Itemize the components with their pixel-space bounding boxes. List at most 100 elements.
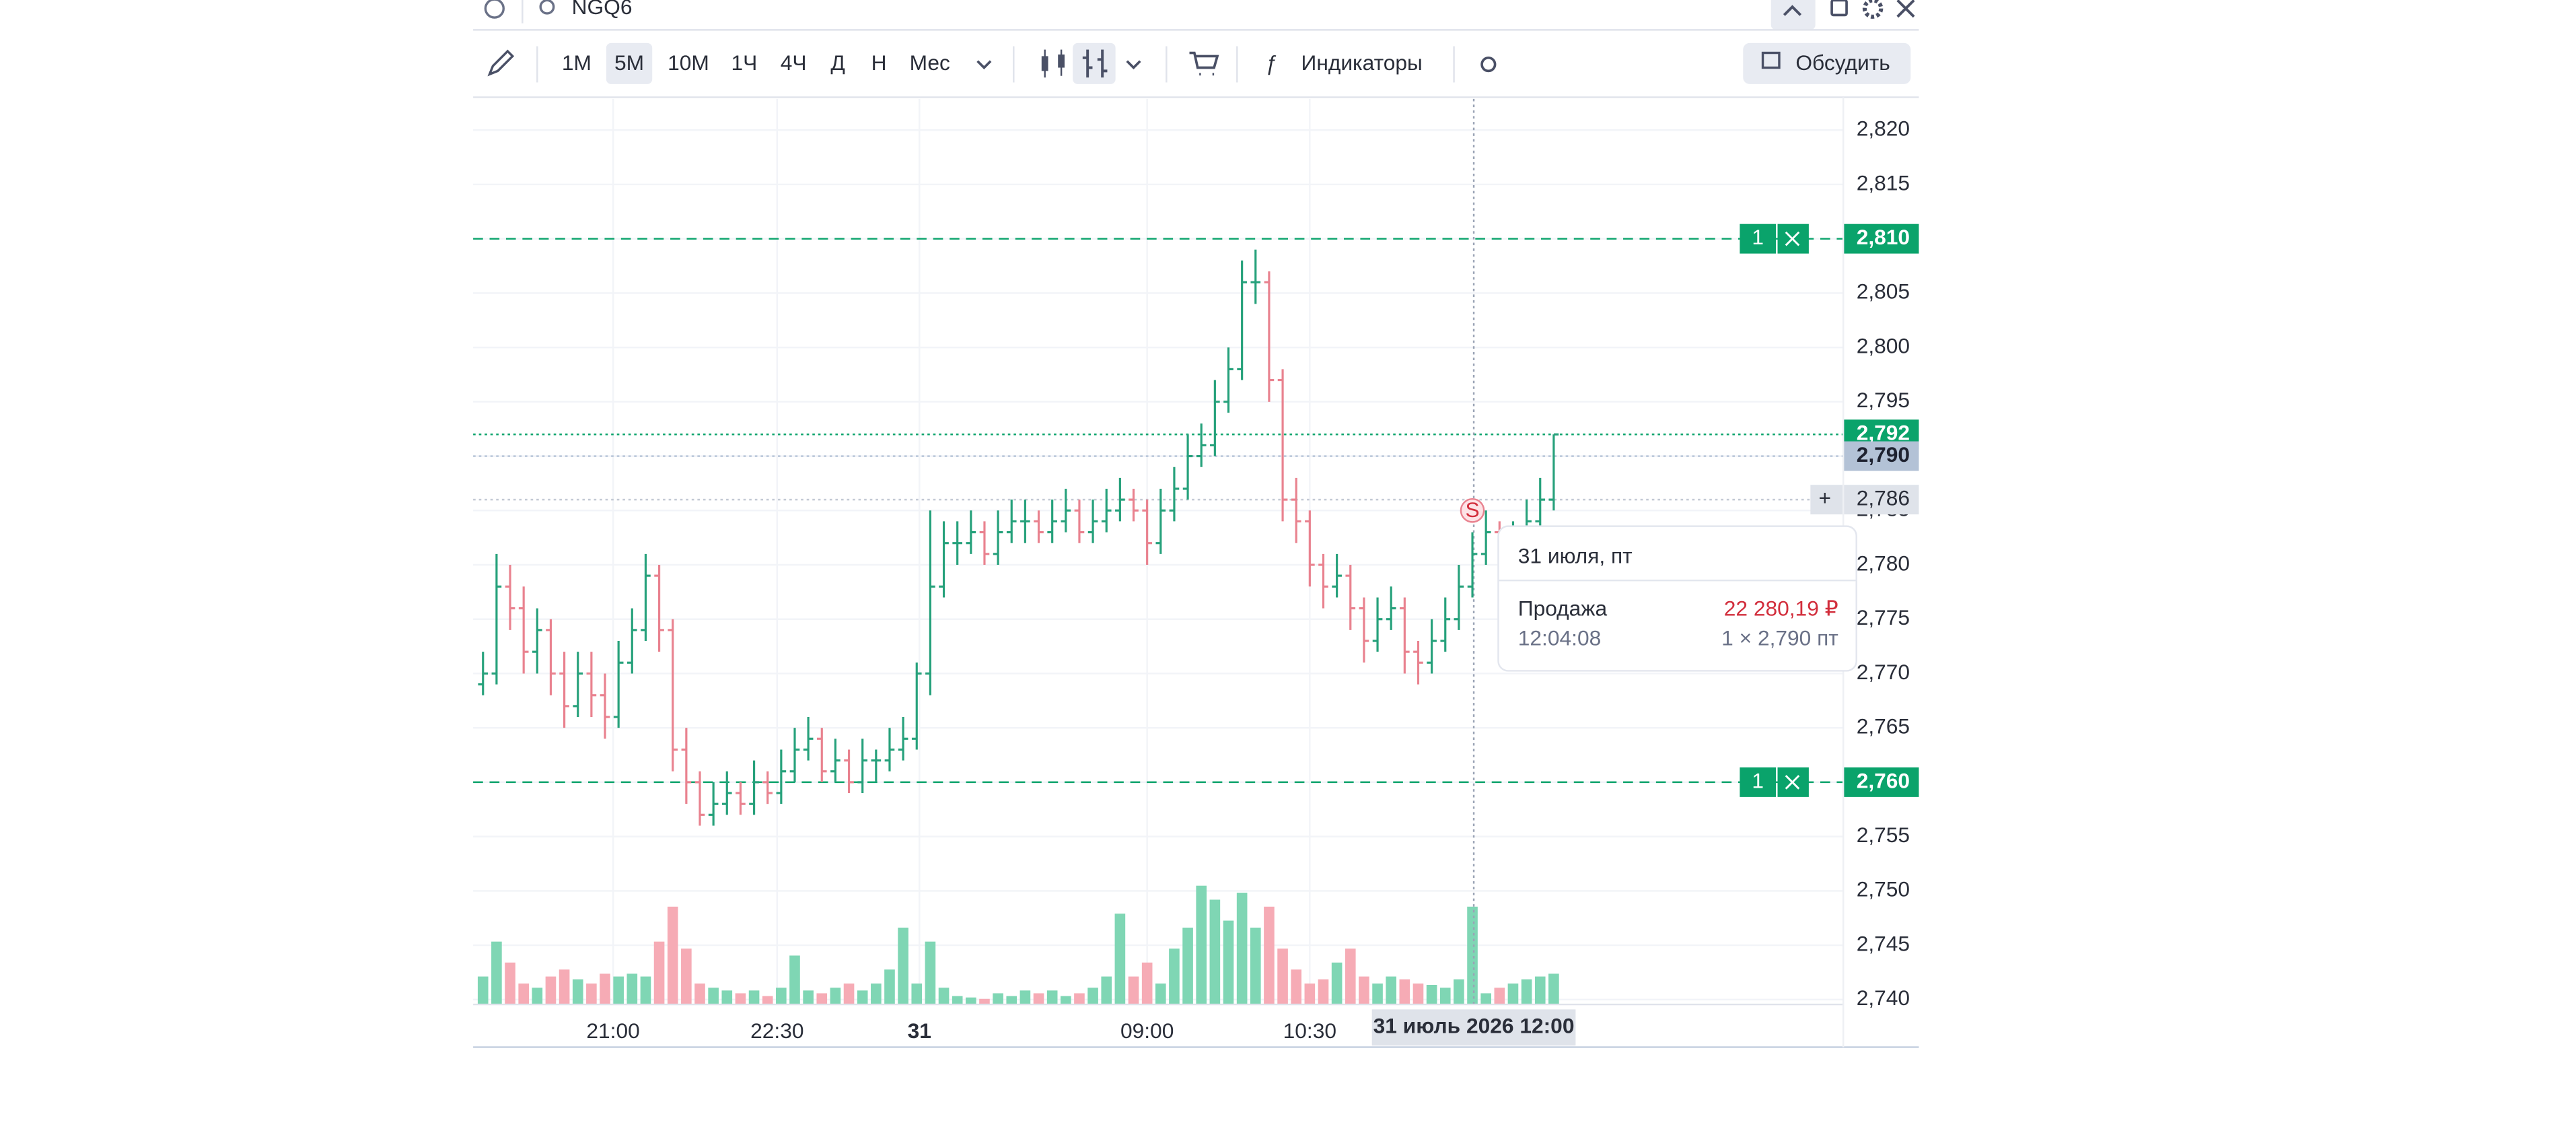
timeframe[interactable]: 1М: [562, 50, 592, 75]
volume-bar: [1412, 983, 1424, 1005]
volume-bar: [748, 990, 760, 1005]
volume-bar: [803, 990, 814, 1005]
volume-bar: [1386, 976, 1397, 1005]
volume-bar: [952, 996, 963, 1005]
replay-icon[interactable]: [1480, 57, 1497, 73]
x-tick-label: 21:00: [586, 1019, 639, 1043]
tooltip: 31 июля, пт Продажа 22 280,19 ₽ 12:04:08…: [1497, 525, 1857, 672]
settings-icon[interactable]: [1862, 0, 1884, 19]
y-tick-label: 2,780: [1857, 551, 1910, 575]
candle-icon[interactable]: [1041, 49, 1065, 78]
volume-bar: [1155, 983, 1166, 1005]
window-icon[interactable]: [1830, 0, 1848, 17]
tooltip-time: 12:04:08: [1518, 625, 1601, 650]
cart-icon[interactable]: [1189, 51, 1219, 76]
volume-bar: [1291, 969, 1302, 1005]
volume-bar: [681, 949, 692, 1005]
timeframe[interactable]: Мес: [910, 50, 950, 75]
y-tick-label: 2,745: [1857, 931, 1910, 955]
volume-bar: [1182, 927, 1193, 1005]
close-icon[interactable]: [1896, 0, 1915, 18]
volume-bar: [1439, 988, 1451, 1005]
chat-icon: [1761, 51, 1781, 69]
volume-bar: [1304, 983, 1316, 1005]
volume-bar: [925, 941, 936, 1005]
price-level-label: 2,790: [1857, 442, 1910, 467]
discuss-button[interactable]: [1743, 42, 1911, 84]
order-qty: 1: [1752, 768, 1764, 792]
collapse-button[interactable]: [1770, 0, 1816, 30]
timeframe-selected: [606, 42, 653, 84]
y-tick-label: 2,775: [1857, 605, 1910, 629]
volume-bar: [911, 983, 923, 1005]
timeframe[interactable]: 4Ч: [781, 50, 807, 75]
volume-bar: [884, 969, 895, 1005]
volume-bar: [1318, 979, 1329, 1005]
volume-bar: [627, 973, 638, 1005]
add-icon[interactable]: [484, 0, 505, 19]
volume-bar: [1277, 949, 1288, 1005]
volume-bar: [871, 983, 882, 1005]
volume-bar: [1521, 979, 1532, 1005]
volume-bar: [1236, 893, 1248, 1005]
order-qty-box: [1740, 224, 1777, 254]
volume-bar: [667, 906, 678, 1005]
fx-icon[interactable]: ƒ: [1265, 50, 1277, 75]
timeframes: 1М 5М 10М 1Ч 4Ч Д Н Мес: [562, 42, 950, 84]
timeframe[interactable]: 5М: [614, 50, 644, 75]
volume-bar: [979, 998, 990, 1005]
timeframe[interactable]: Д: [830, 50, 845, 75]
y-tick-label: 2,800: [1857, 333, 1910, 357]
order-qty: 1: [1752, 225, 1764, 249]
discuss-label: Обсудить: [1795, 50, 1890, 75]
y-tick-label: 2,750: [1857, 877, 1910, 901]
volume-bar: [1250, 927, 1261, 1005]
volume-bar: [1223, 920, 1234, 1005]
volume-bar: [1345, 949, 1356, 1005]
volume-bar: [1494, 988, 1505, 1005]
order-qty-box: [1740, 767, 1777, 797]
volume-bar: [477, 976, 489, 1005]
volume-bar: [776, 988, 787, 1005]
timeframe[interactable]: 10М: [668, 50, 709, 75]
search-icon[interactable]: [539, 0, 555, 15]
tooltip-detail: 1 × 2,790 пт: [1721, 625, 1838, 650]
volume-bar: [640, 976, 651, 1005]
volume-bar: [532, 988, 543, 1005]
volume-bar: [843, 983, 855, 1005]
y-tick-label: 2,770: [1857, 660, 1910, 684]
indicators-button[interactable]: Индикаторы: [1301, 50, 1423, 75]
volume-bar: [1087, 988, 1098, 1005]
volume-bar: [1507, 983, 1519, 1005]
volume-bar: [1196, 885, 1207, 1005]
timeframe[interactable]: Н: [871, 50, 887, 75]
chevron-down[interactable]: [1126, 60, 1141, 70]
bar-type-selected[interactable]: [1073, 42, 1116, 84]
tooltip-box: [1497, 525, 1857, 672]
volume-bar: [1114, 914, 1126, 1005]
volume-bar: [1128, 976, 1139, 1005]
crosshair-x-tag: [1371, 1009, 1576, 1046]
price-level-tag: [1843, 767, 1919, 797]
symbol[interactable]: NGQ6: [572, 0, 633, 19]
timeframe[interactable]: 1Ч: [731, 50, 758, 75]
draw-icon[interactable]: [487, 49, 515, 77]
volume-bar: [1331, 962, 1343, 1005]
volume-bar: [1359, 976, 1369, 1005]
x-tick-label: 31: [908, 1019, 931, 1043]
y-tick-label: 2,815: [1857, 170, 1910, 195]
volume-bar: [857, 990, 868, 1005]
chevron-down[interactable]: [976, 60, 992, 70]
crosshair-y-label: 2,786: [1857, 486, 1910, 510]
volume-bar: [694, 983, 705, 1005]
price-level-label: 2,810: [1857, 225, 1910, 249]
trade-marker[interactable]: [1460, 497, 1485, 523]
volume-bar: [830, 988, 841, 1005]
price-level-tag: [1843, 441, 1919, 471]
trade-marker-label: S: [1465, 497, 1479, 522]
cancel-icon: [1785, 231, 1800, 246]
volume-bar: [1480, 993, 1491, 1005]
bars-icon: [1082, 49, 1108, 78]
volume-bar: [505, 962, 515, 1005]
